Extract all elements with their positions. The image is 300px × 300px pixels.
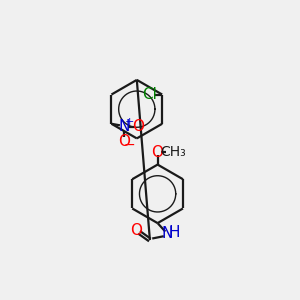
Text: H: H [168, 225, 179, 240]
Text: N: N [161, 226, 172, 242]
Text: −: − [123, 138, 135, 152]
Text: +: + [124, 117, 134, 127]
Text: O: O [132, 119, 144, 134]
Text: CH₃: CH₃ [160, 145, 186, 159]
Text: O: O [130, 223, 142, 238]
Text: O: O [152, 145, 164, 160]
Text: N: N [118, 119, 130, 134]
Text: Cl: Cl [142, 87, 157, 102]
Text: O: O [118, 134, 130, 149]
